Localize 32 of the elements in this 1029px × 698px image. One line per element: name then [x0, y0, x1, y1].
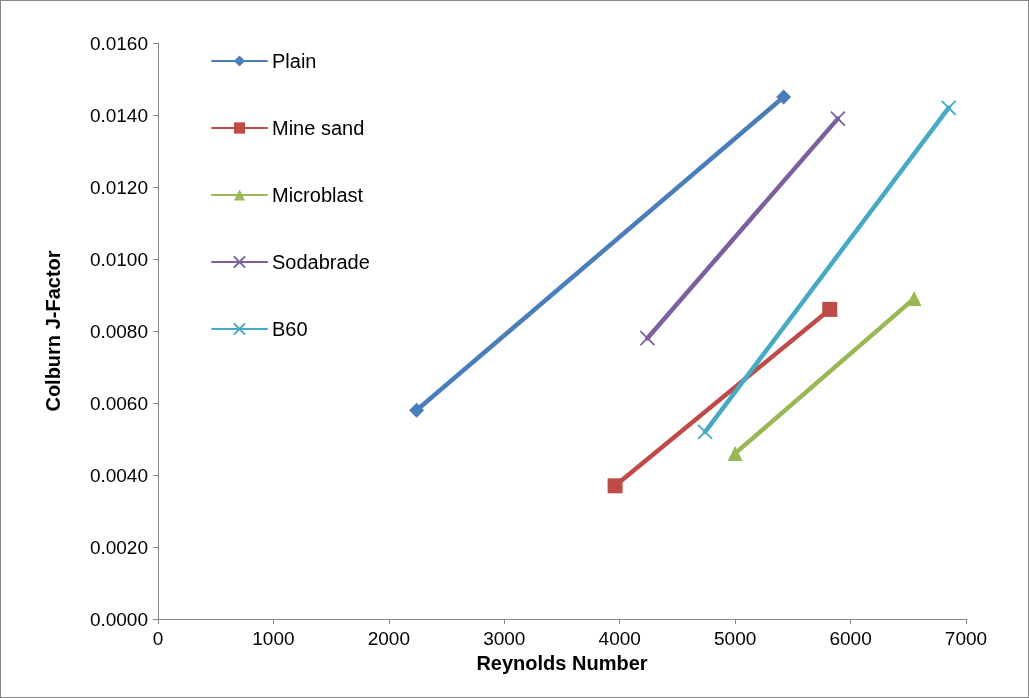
- x-tick-label: 2000: [367, 628, 410, 649]
- point: [940, 99, 957, 116]
- y-tick-label: 0.0000: [89, 608, 148, 630]
- legend-label: Microblast: [272, 184, 364, 206]
- y-tick-label: 0.0080: [89, 320, 148, 342]
- y-tick-label: 0.0020: [89, 536, 148, 558]
- legend-label: Mine sand: [272, 117, 365, 139]
- x-tick-label: 5000: [714, 628, 757, 649]
- x-tick-label: 6000: [829, 628, 872, 649]
- point: [409, 402, 425, 418]
- x-tick-label: 1000: [252, 628, 295, 649]
- legend-label: Plain: [272, 50, 317, 72]
- y-tick-label: 0.0100: [89, 248, 148, 270]
- x-tick-label: 7000: [944, 628, 988, 649]
- x-axis-title: Reynolds Number: [476, 651, 648, 674]
- y-tick-label: 0.0060: [89, 392, 148, 414]
- point: [776, 89, 792, 105]
- legend-label: B60: [272, 318, 308, 340]
- y-tick-label: 0.0120: [89, 176, 148, 198]
- point: [822, 301, 838, 317]
- point: [829, 110, 846, 127]
- x-tick-label: 4000: [598, 628, 641, 649]
- point: [607, 478, 623, 494]
- point: [639, 330, 656, 347]
- y-tick-label: 0.0040: [89, 464, 148, 486]
- point: [697, 423, 714, 440]
- y-tick-label: 0.0140: [89, 104, 148, 126]
- x-tick-label: 0: [152, 628, 164, 649]
- y-tick-label: 0.0160: [89, 32, 148, 54]
- x-tick-label: 3000: [483, 628, 526, 649]
- y-axis-title: Colburn J-Factor: [42, 250, 64, 412]
- legend-label: Sodabrade: [272, 251, 370, 273]
